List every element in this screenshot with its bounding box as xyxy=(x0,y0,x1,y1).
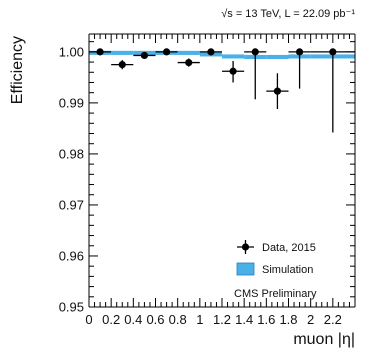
x-tick-label-7: 1.4 xyxy=(235,312,253,327)
legend-simulation-swatch xyxy=(236,262,255,276)
data-point-2 xyxy=(133,51,156,60)
legend-entry-simulation: Simulation xyxy=(262,264,313,276)
data-point-marker-4 xyxy=(185,58,193,67)
ticks xyxy=(88,34,355,308)
chart-header-text: √s = 13 TeV, L = 22.09 pb⁻¹ xyxy=(221,8,355,20)
data-point-1 xyxy=(111,60,134,70)
x-tick-label-8: 1.6 xyxy=(257,312,275,327)
data-point-3 xyxy=(155,48,178,56)
data-point-7 xyxy=(244,48,267,100)
data-point-5 xyxy=(199,48,222,56)
legend-entry-data: Data, 2015 xyxy=(262,242,316,254)
x-tick-label-10: 2 xyxy=(307,312,314,327)
x-tick-label-5: 1 xyxy=(196,312,203,327)
data-point-marker-1 xyxy=(118,61,126,69)
data-point-marker-2 xyxy=(140,51,149,60)
cms-preliminary-label: CMS Preliminary xyxy=(234,288,317,300)
data-point-marker-8 xyxy=(273,87,282,95)
y-tick-label-2: 0.97 xyxy=(59,197,84,212)
data-point-4 xyxy=(177,58,200,67)
data-point-marker-9 xyxy=(295,48,304,56)
tick-labels: 0.95 0.96 0.97 0.98 0.99 1.00 0 0.2 0.4 0.6 0.8 1 1.… xyxy=(59,44,342,327)
data-point-9 xyxy=(288,48,311,89)
data-points xyxy=(89,48,355,133)
legend-data-marker xyxy=(241,243,250,251)
x-tick-label-6: 1.2 xyxy=(213,312,231,327)
data-point-marker-3 xyxy=(162,48,171,56)
simulation-bin-6 xyxy=(222,54,245,59)
data-point-10 xyxy=(310,48,355,133)
y-tick-label-1: 0.96 xyxy=(59,248,84,263)
x-tick-label-1: 0.2 xyxy=(102,312,120,327)
x-tick-label-2: 0.4 xyxy=(124,312,142,327)
data-point-8 xyxy=(266,73,289,110)
x-tick-label-4: 0.8 xyxy=(169,312,187,327)
legend: Data, 2015 Simulation xyxy=(228,236,350,282)
y-tick-label-5: 1.00 xyxy=(59,44,84,59)
data-point-marker-6 xyxy=(229,67,237,75)
x-tick-label-3: 0.6 xyxy=(146,312,164,327)
x-axis-title: muon |η| xyxy=(293,331,355,348)
y-axis-title: Efficiency xyxy=(9,36,26,104)
simulation-bin-1 xyxy=(111,50,134,55)
y-tick-label-0: 0.95 xyxy=(59,300,84,315)
data-point-marker-0 xyxy=(96,48,104,56)
data-point-marker-5 xyxy=(207,48,215,56)
data-point-marker-7 xyxy=(251,48,259,56)
simulation-bin-4 xyxy=(177,50,200,55)
x-tick-label-0: 0 xyxy=(85,312,92,327)
simulation-bin-8 xyxy=(266,54,289,60)
x-tick-label-9: 1.8 xyxy=(279,312,297,327)
y-tick-label-4: 0.99 xyxy=(59,95,84,110)
x-tick-label-11: 2.2 xyxy=(324,312,342,327)
data-point-6 xyxy=(222,61,245,83)
data-point-marker-10 xyxy=(329,48,337,56)
y-tick-label-3: 0.98 xyxy=(59,146,84,161)
